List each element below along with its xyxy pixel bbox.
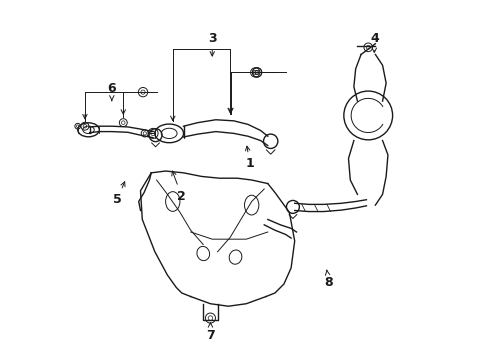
Text: 4: 4 [369, 32, 378, 53]
Text: 7: 7 [205, 323, 214, 342]
Text: 8: 8 [324, 270, 332, 289]
Text: 3: 3 [207, 32, 216, 56]
Text: 6: 6 [107, 82, 116, 101]
Text: 5: 5 [113, 182, 125, 206]
Text: 2: 2 [171, 171, 186, 203]
Text: 1: 1 [245, 146, 254, 170]
